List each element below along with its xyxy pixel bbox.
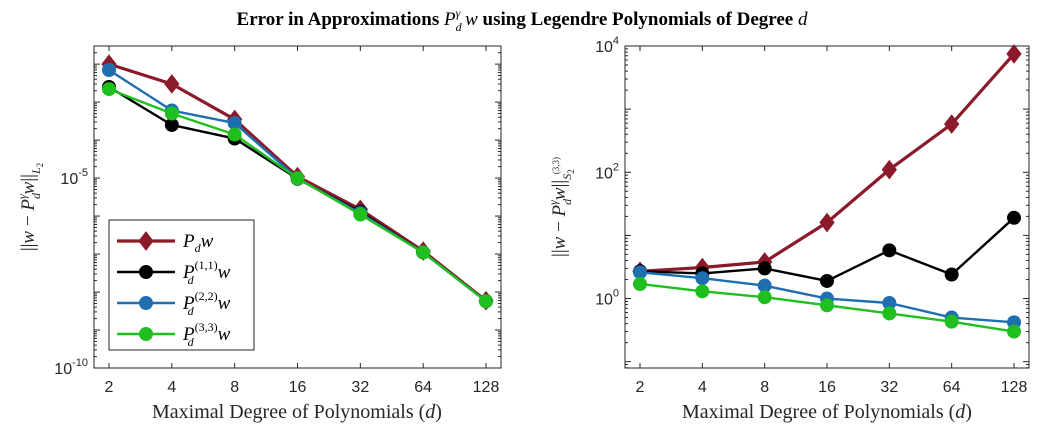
left-point-p22 xyxy=(102,63,116,78)
left-xtick-label: 64 xyxy=(414,379,432,396)
legend-label: P(2,2) d w xyxy=(182,289,231,318)
left-xtick-label: 128 xyxy=(473,379,500,396)
right-point-p33 xyxy=(944,314,959,329)
left-point-pdw xyxy=(164,74,180,94)
right-point-p22 xyxy=(695,271,710,286)
legend: Pdw P(1,1) d wP(2,2) d wP(3,3) d w xyxy=(108,219,255,351)
left-xtick-label: 8 xyxy=(230,379,239,396)
legend-label: P(3,3) d w xyxy=(182,320,231,349)
right-ytick-label: 102 xyxy=(595,161,619,182)
left-point-p33 xyxy=(102,82,116,97)
right-xtick-label: 2 xyxy=(636,379,645,396)
legend-label: Pdw xyxy=(182,231,214,255)
right-point-pdw xyxy=(819,212,835,233)
legend-marker xyxy=(138,231,154,251)
chart-right: 2 4 8 16 32 64 128 104 102 100 Maximal Degree of … xyxy=(546,35,1030,423)
figure-title: Error in Approximations Pdγ w using Lege… xyxy=(237,6,808,34)
left-point-p33 xyxy=(164,106,179,121)
right-point-pdw xyxy=(881,159,897,180)
right-xtick-label: 128 xyxy=(1001,379,1028,396)
right-x-axis-label: Maximal Degree of Polynomials (d) xyxy=(682,401,972,423)
legend-label: P(1,1) d w xyxy=(182,258,231,287)
right-xtick-label: 16 xyxy=(818,379,836,396)
left-xtick-label: 32 xyxy=(351,379,369,396)
svg-text:||w − Pdγw||L2: ||w − Pdγw||L2 xyxy=(15,163,45,251)
left-y-axis-label: ||w − Pdγw||L2 xyxy=(15,163,45,251)
legend-marker xyxy=(139,327,153,341)
right-point-p22 xyxy=(633,265,647,280)
right-xtick-label: 64 xyxy=(943,379,961,396)
right-point-p33 xyxy=(1007,324,1021,339)
right-point-p33 xyxy=(633,276,647,291)
left-point-p33 xyxy=(479,294,493,309)
left-axis-ticks: 2 4 8 16 32 64 128 10-5 10-10 xyxy=(54,45,501,396)
right-point-p33 xyxy=(820,298,834,313)
legend-item-p33: P(3,3) d w xyxy=(117,320,231,349)
right-series-p33 xyxy=(633,276,1021,339)
right-series xyxy=(632,44,1022,339)
right-point-pdw xyxy=(944,114,960,134)
right-point-p11 xyxy=(757,261,772,276)
left-point-p33 xyxy=(227,127,242,142)
left-xtick-label: 2 xyxy=(105,379,114,396)
legend-item-pdw: Pdw xyxy=(117,231,214,255)
left-point-p33 xyxy=(416,245,431,260)
right-xtick-label: 32 xyxy=(880,379,898,396)
right-point-pdw xyxy=(1006,44,1022,64)
left-x-axis-label: Maximal Degree of Polynomials (d) xyxy=(152,401,442,423)
right-point-p11 xyxy=(944,267,959,282)
svg-text:||w − Pdγw||S2(3,3): ||w − Pdγw||S2(3,3) xyxy=(546,157,576,257)
right-xtick-label: 8 xyxy=(760,379,769,396)
chart-left: 2 4 8 16 32 64 128 10-5 10-10 Maximal Degree of … xyxy=(15,45,502,423)
right-y-axis-label: ||w − Pdγw||S2(3,3) xyxy=(546,157,576,257)
legend-item-p11: P(1,1) d w xyxy=(117,258,231,287)
right-point-p33 xyxy=(882,306,897,321)
right-point-p33 xyxy=(695,284,710,299)
legend-marker xyxy=(139,265,153,279)
right-point-p11 xyxy=(1007,210,1021,225)
right-series-pdw xyxy=(632,44,1022,282)
left-xtick-label: 4 xyxy=(167,379,176,396)
right-line-pdw xyxy=(639,52,1016,273)
right-ytick-label: 104 xyxy=(595,35,619,56)
right-point-p11 xyxy=(820,273,834,288)
left-series-p33 xyxy=(102,82,493,309)
left-ytick-label: 10-10 xyxy=(54,357,88,378)
right-point-p33 xyxy=(757,290,772,305)
right-point-p11 xyxy=(882,243,897,258)
right-ytick-label: 100 xyxy=(595,288,619,309)
legend-marker xyxy=(139,296,153,310)
left-point-p33 xyxy=(290,171,305,186)
left-point-p33 xyxy=(353,207,368,222)
legend-item-p22: P(2,2) d w xyxy=(117,289,231,318)
left-series xyxy=(101,54,494,311)
right-xtick-label: 4 xyxy=(698,379,707,396)
right-axis-ticks: 2 4 8 16 32 64 128 104 102 100 xyxy=(595,35,1029,396)
left-xtick-label: 16 xyxy=(289,379,307,396)
left-ytick-label: 10-5 xyxy=(60,167,88,188)
